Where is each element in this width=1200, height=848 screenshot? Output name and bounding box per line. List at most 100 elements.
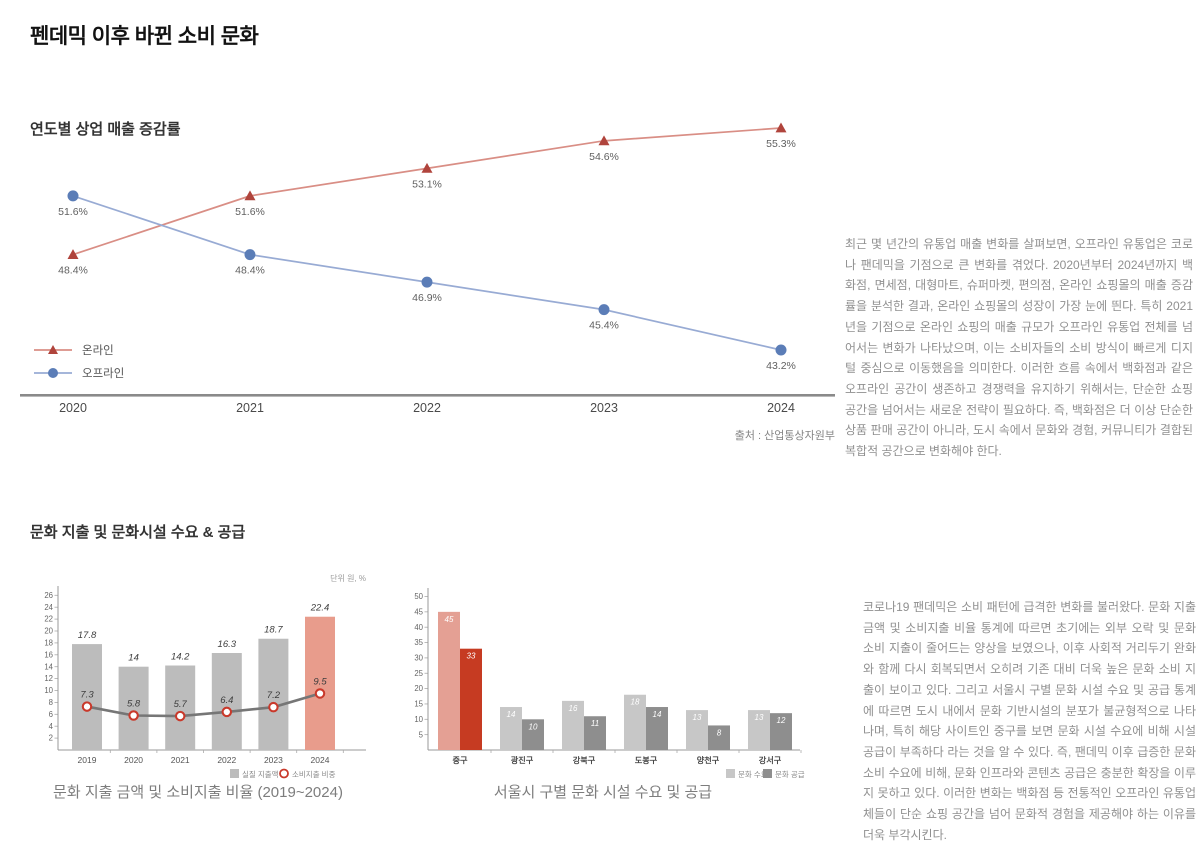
- y-tick-label: 5: [419, 730, 424, 739]
- ratio-marker: [128, 710, 139, 721]
- demand-value-label: 45: [445, 615, 454, 624]
- yearly-sales-line-chart: 2020 2021 2022 2023 2024 48.4% 51.6% 53.1% 54.6%…: [20, 122, 835, 415]
- triangle-marker: [421, 162, 433, 173]
- y-tick-label: 24: [44, 603, 53, 612]
- data-label: 51.6%: [58, 206, 88, 218]
- unit-label: 단위 원, %: [330, 573, 366, 583]
- source-note: 출처 : 산업통상자원부: [734, 430, 835, 442]
- legend-label: 실질 지출액: [242, 769, 279, 779]
- ratio-marker: [314, 688, 326, 699]
- triangle-marker: [67, 249, 79, 259]
- x-axis-label: 2024: [767, 401, 795, 415]
- triangle-marker: [775, 122, 787, 133]
- demand-bar-양천구: [686, 710, 708, 750]
- supply-bar-도봉구: [646, 707, 668, 750]
- bar-2024: [305, 616, 335, 750]
- culture-spending-bar-chart: 단위 원, %246810121416182022242617.82019142…: [44, 573, 366, 779]
- supply-value-label: 8: [717, 728, 722, 737]
- y-tick-label: 18: [44, 639, 53, 648]
- ratio-marker: [221, 706, 233, 718]
- legend-bar-swatch: [230, 769, 239, 778]
- triangle-marker: [244, 190, 256, 201]
- supply-value-label: 11: [591, 719, 599, 728]
- bar-value-label: 14: [128, 653, 139, 664]
- supply-value-label: 10: [529, 722, 538, 731]
- x-axis-label: 2024: [311, 755, 330, 765]
- bar-value-label: 16.3: [218, 639, 237, 650]
- data-label: 46.9%: [412, 292, 442, 304]
- x-axis-label: 2022: [217, 755, 236, 765]
- district-facilities-bar-chart: 5 10 15 20 25 30 35 40 45 50 45 33 중구 14 10 광진구 16 11 강북구 1…: [414, 588, 805, 779]
- legend-supply-swatch: [763, 769, 772, 778]
- y-tick-label: 50: [414, 592, 423, 601]
- ratio-marker: [268, 701, 279, 713]
- page-title: 펜데믹 이후 바뀐 소비 문화: [30, 25, 259, 48]
- y-tick-label: 20: [44, 627, 53, 636]
- y-tick-label: 16: [44, 650, 53, 659]
- supply-bar-광진구: [522, 719, 544, 750]
- x-axis-label: 2020: [59, 401, 87, 415]
- ratio-marker: [81, 701, 93, 712]
- line-value-label: 6.4: [220, 695, 233, 706]
- y-tick-label: 6: [49, 710, 53, 719]
- demand-value-label: 13: [755, 713, 764, 722]
- y-tick-label: 15: [414, 700, 423, 709]
- legend-triangle-icon: [48, 345, 58, 354]
- supply-bar-강서구: [770, 713, 792, 750]
- circle-marker: [67, 190, 79, 202]
- bar-2020: [118, 666, 149, 750]
- y-tick-label: 10: [44, 686, 53, 695]
- x-axis-label: 2021: [171, 755, 190, 765]
- bar-2021: [165, 665, 196, 750]
- legend-label: 온라인: [82, 344, 114, 357]
- legend-circle-icon: [279, 768, 289, 779]
- x-axis-label: 강북구: [573, 755, 596, 765]
- data-label: 43.2%: [766, 360, 796, 372]
- data-label: 51.6%: [235, 206, 265, 218]
- bar-value-label: 18.7: [264, 625, 283, 636]
- district-facilities-caption: 서울시 구별 문화 시설 수요 및 공급: [493, 784, 713, 801]
- section1-paragraph: 최근 몇 년간의 유통업 매출 변화를 살펴보면, 오프라인 유통업은 코로나 …: [845, 237, 1193, 459]
- x-axis-label: 양천구: [697, 755, 720, 765]
- legend-demand-swatch: [726, 769, 735, 778]
- ratio-line: [86, 692, 321, 718]
- demand-bar-강북구: [562, 700, 584, 750]
- demand-bar-도봉구: [624, 694, 646, 750]
- y-tick-label: 8: [49, 698, 53, 707]
- demand-bar-중구: [438, 611, 460, 750]
- data-label: 48.4%: [235, 265, 265, 277]
- data-label: 48.4%: [58, 265, 88, 277]
- bar-2022: [211, 653, 242, 750]
- line-value-label: 5.8: [127, 698, 141, 709]
- y-tick-label: 2: [49, 734, 53, 743]
- x-axis-label: 2020: [124, 755, 143, 765]
- x-axis-line: [20, 394, 835, 397]
- y-tick-label: 10: [414, 715, 423, 724]
- line-value-label: 7.2: [267, 690, 281, 701]
- line-value-label: 9.5: [313, 676, 327, 687]
- y-tick-label: 40: [414, 623, 423, 632]
- supply-value-label: 14: [653, 710, 662, 719]
- triangle-marker: [598, 135, 610, 146]
- x-axis-label: 2023: [264, 755, 283, 765]
- supply-bar-강북구: [584, 716, 606, 750]
- supply-value-label: 12: [777, 716, 786, 725]
- demand-value-label: 16: [569, 704, 578, 713]
- x-axis-label: 중구: [452, 756, 468, 765]
- supply-value-label: 33: [467, 652, 476, 661]
- bar-value-label: 17.8: [78, 630, 97, 641]
- x-axis-label: 2021: [236, 401, 264, 415]
- supply-bar-양천구: [708, 725, 730, 750]
- demand-bar-강서구: [748, 710, 770, 750]
- x-axis-label: 강서구: [759, 755, 782, 765]
- x-axis-label: 2019: [78, 755, 97, 765]
- section2-paragraph: 코로나19 팬데믹은 소비 패턴에 급격한 변화를 불러왔다. 문화 지출 금액…: [863, 600, 1196, 842]
- x-axis-label: 2022: [413, 401, 441, 415]
- ratio-marker: [174, 710, 186, 722]
- circle-marker: [421, 276, 433, 288]
- legend-label: 문화 수요: [738, 770, 768, 779]
- data-label: 54.6%: [589, 151, 619, 163]
- y-tick-label: 20: [414, 684, 423, 693]
- supply-bar-중구: [460, 648, 482, 750]
- section2-title: 문화 지출 및 문화시설 수요 & 공급: [30, 524, 246, 541]
